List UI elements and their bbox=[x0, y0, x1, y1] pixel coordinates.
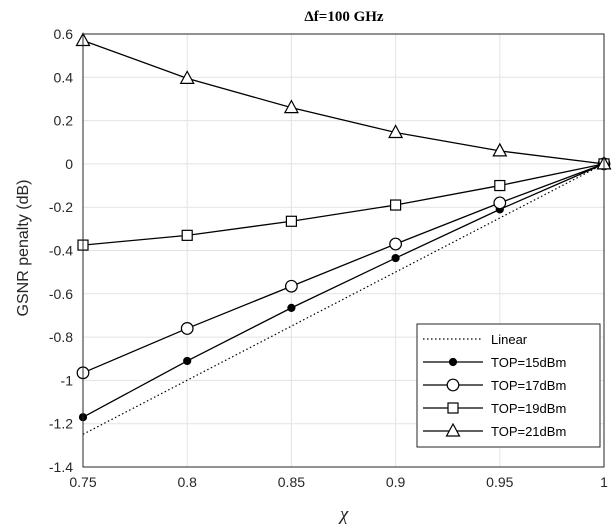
legend-label: TOP=19dBm bbox=[491, 401, 566, 416]
y-axis-label: GSNR penalty (dB) bbox=[15, 180, 32, 317]
data-point bbox=[180, 322, 194, 335]
data-point bbox=[446, 378, 460, 392]
data-point bbox=[179, 70, 195, 84]
axes: 0.75 0.8 0.85 0.9 0.95 1 0.6 0.4 0.2 0 -0.2 -0.4 -0.… bbox=[49, 26, 608, 490]
series-line-top-21dbm bbox=[82, 39, 605, 165]
series-line-top-17dbm bbox=[82, 163, 605, 374]
data-point bbox=[492, 142, 508, 157]
data-point bbox=[388, 124, 404, 139]
data-point bbox=[445, 422, 461, 437]
data-point bbox=[493, 196, 507, 210]
data-point bbox=[283, 99, 299, 114]
data-point bbox=[285, 215, 297, 227]
legend-label: TOP=17dBm bbox=[491, 378, 566, 393]
data-point bbox=[391, 253, 400, 263]
x-tick-label: 0.9 bbox=[386, 474, 406, 490]
x-tick-label: 0.8 bbox=[177, 474, 197, 490]
data-point bbox=[447, 402, 459, 414]
x-tick-label: 0.95 bbox=[486, 474, 513, 490]
series-line-top-19dbm bbox=[82, 163, 605, 246]
y-tick-label: -0.6 bbox=[49, 286, 73, 302]
data-point bbox=[285, 279, 298, 293]
y-tick-label: 0.6 bbox=[54, 26, 74, 42]
y-tick-label: -0.8 bbox=[49, 329, 73, 345]
y-tick-label: 0 bbox=[65, 156, 73, 172]
y-tick-label: -0.2 bbox=[49, 199, 73, 215]
x-tick-label: 1 bbox=[600, 474, 608, 490]
data-point bbox=[390, 199, 402, 211]
x-tick-label: 0.75 bbox=[69, 474, 96, 490]
x-tick-label: 0.85 bbox=[278, 474, 305, 490]
data-point bbox=[181, 229, 193, 241]
series-line-linear bbox=[82, 163, 605, 435]
series-line-top-15dbm bbox=[82, 163, 605, 418]
data-point bbox=[494, 179, 506, 192]
y-tick-label: -1 bbox=[61, 372, 74, 388]
y-tick-label: -0.4 bbox=[49, 243, 73, 259]
data-point bbox=[287, 303, 296, 312]
legend-label: Linear bbox=[491, 332, 528, 347]
data-point bbox=[183, 356, 192, 366]
x-axis-label: χ bbox=[338, 504, 349, 525]
y-tick-label: 0.2 bbox=[54, 113, 74, 129]
legend-label: TOP=15dBm bbox=[491, 355, 566, 370]
y-tick-label: 0.4 bbox=[54, 69, 74, 85]
y-tick-label: -1.2 bbox=[49, 416, 73, 432]
legend-label: TOP=21dBm bbox=[491, 424, 566, 439]
y-tick-label: -1.4 bbox=[49, 459, 73, 475]
plot-frame bbox=[82, 33, 605, 468]
data-point bbox=[448, 357, 458, 367]
data-point bbox=[389, 237, 403, 251]
legend: Linear TOP=15dBm TOP=17dBm TOP=19dBm TOP=21d… bbox=[416, 323, 601, 448]
chart-title: Δf=100 GHz bbox=[304, 9, 384, 25]
